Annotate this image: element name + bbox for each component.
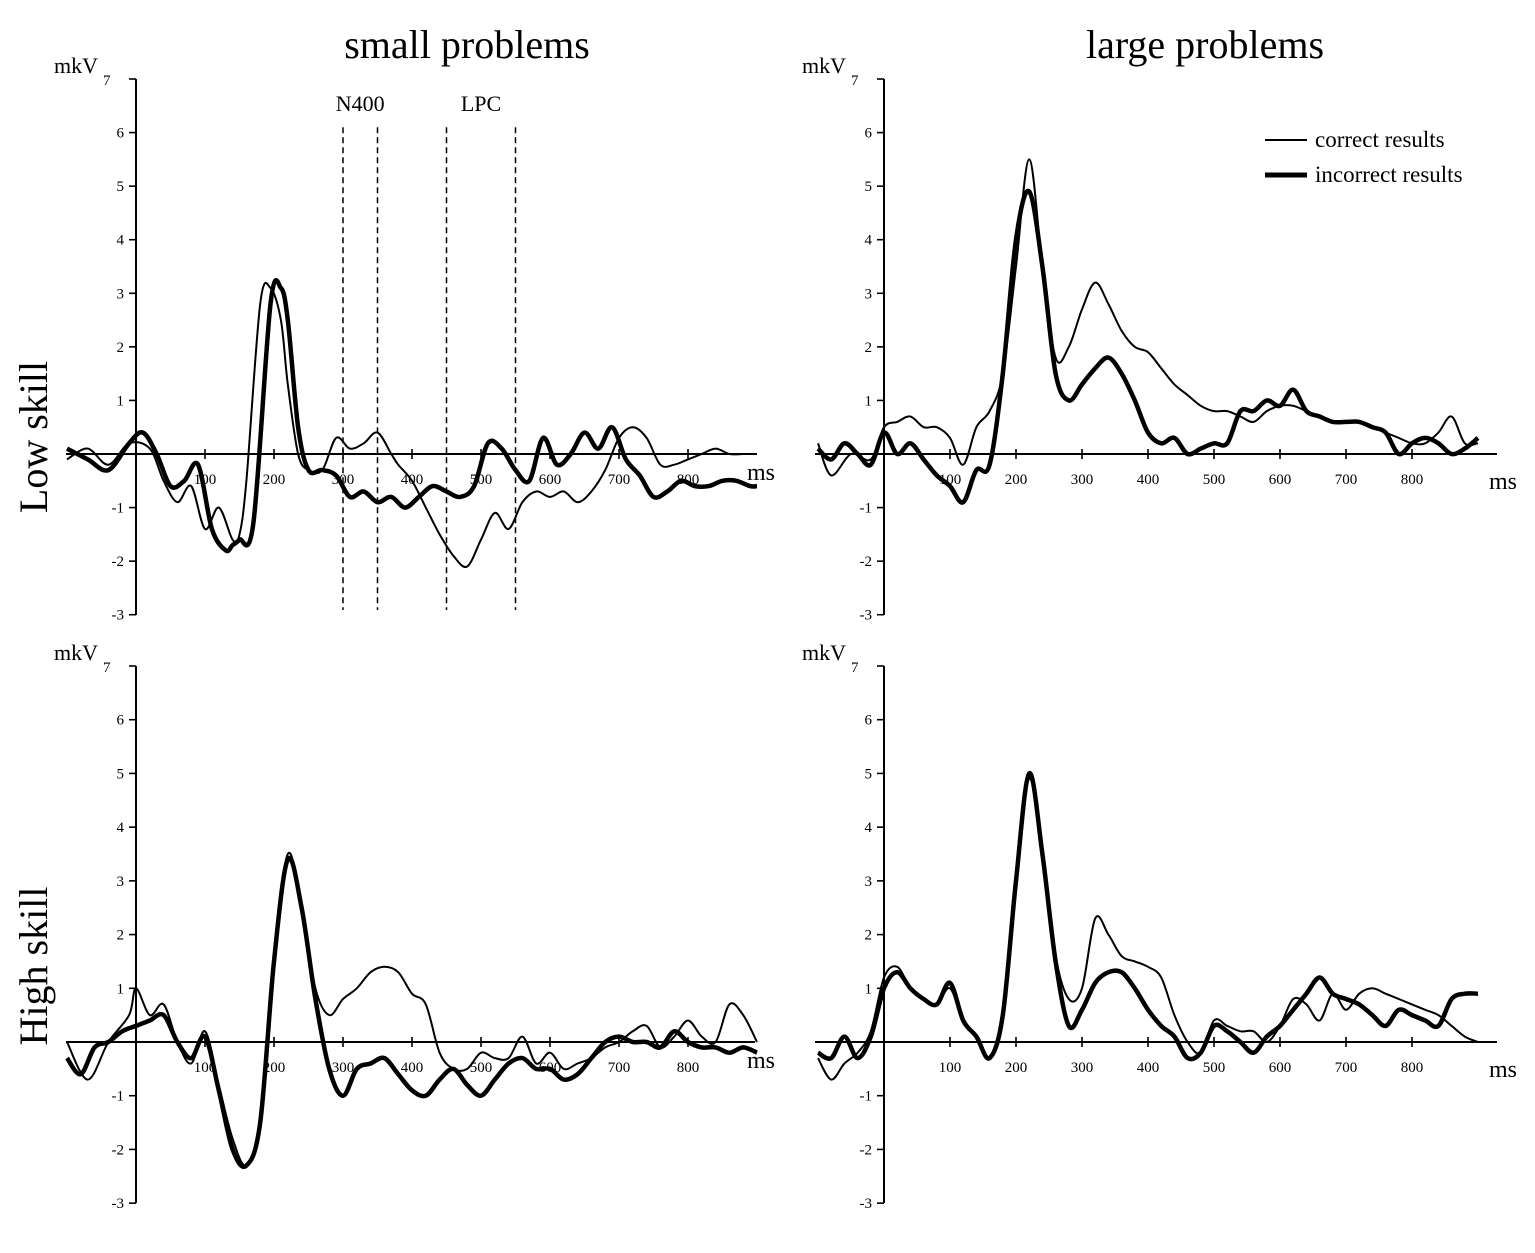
y-tick-label: 4 [865, 233, 873, 249]
y-tick-label: -3 [112, 1196, 125, 1212]
x-tick-label: 700 [608, 1060, 631, 1076]
x-tick-label: 400 [1137, 472, 1160, 488]
x-axis-unit: ms [1489, 1057, 1517, 1083]
series-line-incorrect [65, 278, 758, 554]
row-label-high-skill: High skill [11, 887, 56, 1046]
series-line-correct [66, 851, 758, 1167]
y-tick-label: -3 [112, 608, 125, 624]
x-tick-label: 600 [539, 472, 562, 488]
y-tick-label: 3 [865, 874, 873, 890]
y-axis-unit: mkV [54, 640, 98, 665]
y-tick-label: 3 [117, 874, 125, 890]
row-label-low-skill: Low skill [11, 361, 56, 513]
x-tick-label: 700 [1335, 1060, 1358, 1076]
y-tick-label: 1 [865, 981, 873, 997]
x-tick-label: 400 [401, 1060, 424, 1076]
legend-label-correct: correct results [1315, 127, 1445, 152]
x-tick-label: 300 [1071, 472, 1094, 488]
y-tick-label: -1 [860, 501, 873, 517]
x-tick-label: 200 [1005, 1060, 1028, 1076]
x-tick-label: 100 [939, 1060, 962, 1076]
legend-label-incorrect: incorrect results [1315, 162, 1463, 187]
y-tick-label: 1 [117, 393, 125, 409]
y-tick-label: -1 [112, 1089, 125, 1105]
x-tick-label: 300 [1071, 1060, 1094, 1076]
x-tick-label: 400 [1137, 1060, 1160, 1076]
y-tick-label: -2 [112, 554, 125, 570]
y-tick-label: 3 [117, 286, 125, 302]
y-axis-unit: mkV [54, 53, 98, 78]
window-label: N400 [336, 91, 385, 116]
window-label: LPC [461, 91, 501, 116]
y-tick-label: 7 [103, 73, 111, 89]
series-line-correct [817, 777, 1479, 1081]
panels: -3 -2 -1 1 2 3 4 5 6 mkV 7 100 200 300 400 500 600 700 800… [54, 53, 1517, 1212]
column-title-small: small problems [344, 22, 590, 67]
y-tick-label: 4 [117, 233, 125, 249]
y-tick-label: 1 [865, 393, 873, 409]
x-tick-label: 100 [194, 1060, 217, 1076]
x-tick-label: 600 [1269, 472, 1292, 488]
x-tick-label: 700 [608, 472, 631, 488]
x-tick-label: 200 [263, 472, 286, 488]
y-tick-label: 7 [851, 73, 859, 89]
x-tick-label: 800 [677, 1060, 700, 1076]
x-tick-label: 200 [1005, 472, 1028, 488]
y-tick-label: -3 [860, 608, 873, 624]
panel-3: -3 -2 -1 1 2 3 4 5 6 mkV 7 100 200 300 400 500 600 700 800… [802, 640, 1517, 1212]
y-tick-label: 7 [851, 660, 859, 676]
y-tick-label: 2 [865, 928, 873, 944]
y-tick-label: 4 [865, 820, 873, 836]
x-axis-unit: ms [1489, 469, 1517, 495]
y-tick-label: 5 [865, 766, 873, 782]
y-tick-label: 5 [117, 766, 125, 782]
series-line-correct [66, 281, 757, 569]
x-tick-label: 700 [1335, 472, 1358, 488]
x-axis-unit: ms [747, 460, 775, 486]
series-line-incorrect [65, 855, 758, 1169]
series-line-incorrect [816, 771, 1479, 1062]
y-tick-label: 2 [117, 928, 125, 944]
y-tick-label: 6 [865, 713, 873, 729]
y-tick-label: 5 [865, 179, 873, 195]
x-tick-label: 200 [263, 1060, 286, 1076]
x-tick-label: 600 [1269, 1060, 1292, 1076]
x-tick-label: 500 [1203, 1060, 1226, 1076]
x-tick-label: 800 [1401, 472, 1424, 488]
x-tick-label: 300 [332, 1060, 355, 1076]
y-tick-label: 5 [117, 179, 125, 195]
y-tick-label: 3 [865, 286, 873, 302]
x-tick-label: 800 [1401, 1060, 1424, 1076]
y-tick-label: 2 [865, 340, 873, 356]
x-tick-label: 500 [470, 1060, 493, 1076]
y-tick-label: 1 [117, 981, 125, 997]
y-tick-label: -1 [112, 501, 125, 517]
y-tick-label: 6 [117, 126, 125, 142]
y-tick-label: 2 [117, 340, 125, 356]
y-tick-label: 7 [103, 660, 111, 676]
y-axis-unit: mkV [802, 53, 846, 78]
y-tick-label: 6 [865, 126, 873, 142]
y-axis-unit: mkV [802, 640, 846, 665]
y-tick-label: -3 [860, 1196, 873, 1212]
y-tick-label: 6 [117, 713, 125, 729]
legend: correct results incorrect results [1265, 127, 1463, 187]
y-tick-label: -1 [860, 1089, 873, 1105]
y-tick-label: -2 [860, 554, 873, 570]
y-tick-label: -2 [112, 1142, 125, 1158]
series-line-incorrect [816, 188, 1480, 505]
y-tick-label: 4 [117, 820, 125, 836]
y-tick-label: -2 [860, 1142, 873, 1158]
column-title-large: large problems [1086, 22, 1324, 67]
x-tick-label: 500 [1203, 472, 1226, 488]
